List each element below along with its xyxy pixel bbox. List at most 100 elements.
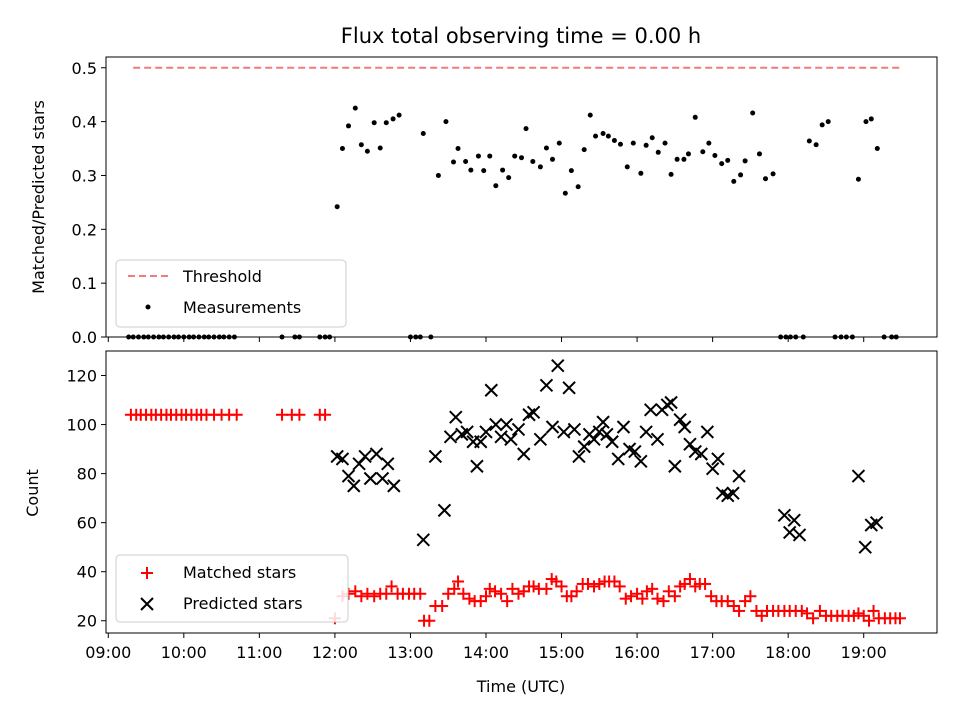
measurement-point: [390, 116, 396, 122]
matched-star-point: [501, 595, 514, 608]
measurement-point: [863, 119, 869, 125]
measurement-point: [549, 156, 555, 162]
measurement-point: [742, 158, 748, 164]
measurement-point: [512, 153, 518, 159]
predicted-star-point: [484, 383, 498, 397]
measurement-point: [832, 334, 838, 340]
measurement-point: [556, 140, 562, 146]
predicted-star-point: [664, 395, 678, 410]
bottom-legend-frame: [115, 554, 349, 623]
predicted-star-point: [668, 459, 682, 473]
matched-star-point: [581, 577, 594, 590]
measurement-point: [674, 156, 680, 162]
measurement-point: [156, 334, 162, 340]
x-tick-label: 18:00: [765, 643, 811, 662]
matched-star-point: [807, 612, 820, 625]
matched-star-point: [489, 585, 502, 598]
legend-matched-label: Matched stars: [183, 563, 296, 582]
measurement-point: [396, 112, 402, 118]
matched-star-point: [721, 595, 734, 608]
measurement-point: [417, 334, 423, 340]
predicted-star-point: [592, 425, 607, 439]
predicted-star-point: [499, 417, 514, 432]
measurement-point: [216, 334, 222, 340]
matched-star-point: [414, 587, 427, 600]
measurement-point: [481, 168, 487, 174]
matched-star-point: [662, 585, 675, 598]
matched-star-point: [479, 590, 492, 603]
predicted-star-point: [787, 513, 801, 527]
legend-predicted-swatch: [140, 597, 154, 611]
predicted-star-point: [700, 425, 715, 439]
predicted-star-point: [782, 525, 797, 540]
measurement-point: [296, 334, 302, 340]
measurement-point: [763, 176, 769, 182]
x-tick-label: 11:00: [236, 643, 282, 662]
predicted-star-point: [596, 415, 610, 429]
predicted-star-point: [683, 437, 697, 451]
predicted-star-point: [437, 503, 452, 518]
measurement-point: [151, 334, 157, 340]
measurement-point: [211, 334, 217, 340]
measurement-point: [581, 147, 587, 153]
measurement-point: [191, 334, 197, 340]
matched-star-point: [640, 585, 653, 598]
legend-measurements-swatch: [145, 304, 151, 310]
matched-star-point: [436, 600, 449, 613]
top-y-tick-label: 0.5: [72, 59, 97, 78]
measurement-point: [226, 334, 232, 340]
predicted-star-point: [557, 425, 571, 439]
bottom-plot-frame: [105, 350, 938, 634]
matched-star-point: [442, 587, 455, 600]
matched-star-point: [293, 408, 306, 421]
measurement-point: [377, 145, 383, 151]
measurement-point: [543, 145, 549, 151]
measurement-point: [279, 334, 285, 340]
legend-threshold-label: Threshold: [182, 267, 262, 286]
matched-star-point: [423, 614, 436, 627]
top-y-tick-label: 0.3: [72, 166, 97, 185]
measurement-point: [849, 334, 855, 340]
predicted-star-point: [517, 447, 531, 461]
predicted-star-point: [605, 435, 619, 449]
measurement-point: [893, 334, 899, 340]
measurement-point: [638, 170, 644, 176]
matched-star-point: [651, 592, 664, 605]
measurement-point: [352, 105, 358, 111]
predicted-star-point: [473, 435, 488, 449]
measurement-point: [706, 140, 712, 146]
predicted-star-point: [726, 486, 740, 500]
predicted-star-point: [711, 452, 725, 466]
predicted-star-point: [858, 540, 872, 554]
predicted-star-point: [545, 420, 560, 434]
matched-star-point: [230, 408, 243, 421]
measurement-point: [221, 334, 227, 340]
predicted-star-point: [489, 417, 503, 432]
matched-star-point: [570, 585, 583, 598]
predicted-star-point: [551, 359, 565, 373]
matched-star-point: [349, 585, 362, 598]
predicted-star-point: [504, 432, 518, 446]
measurement-point: [500, 167, 506, 173]
top-legend-frame: [115, 259, 347, 328]
x-tick-label: 12:00: [312, 643, 358, 662]
predicted-star-point: [851, 469, 866, 483]
top-y-tick-label: 0.0: [72, 328, 97, 347]
measurement-point: [787, 334, 793, 340]
measurement-point: [519, 155, 524, 161]
measurement-point: [455, 146, 461, 152]
predicted-star-point: [539, 378, 554, 393]
measurement-point: [617, 141, 623, 147]
measurement-point: [443, 119, 449, 125]
matched-star-point: [795, 604, 808, 617]
predicted-star-point: [479, 425, 493, 439]
predicted-star-point: [587, 432, 601, 446]
matched-star-point: [733, 604, 746, 617]
predicted-star-point: [572, 449, 586, 464]
predicted-star-point: [511, 422, 526, 437]
measurement-point: [206, 334, 212, 340]
bottom-y-tick-label: 20: [77, 612, 97, 631]
predicted-star-point: [611, 452, 625, 466]
measurement-point: [605, 133, 611, 139]
predicted-star-point: [616, 420, 631, 434]
